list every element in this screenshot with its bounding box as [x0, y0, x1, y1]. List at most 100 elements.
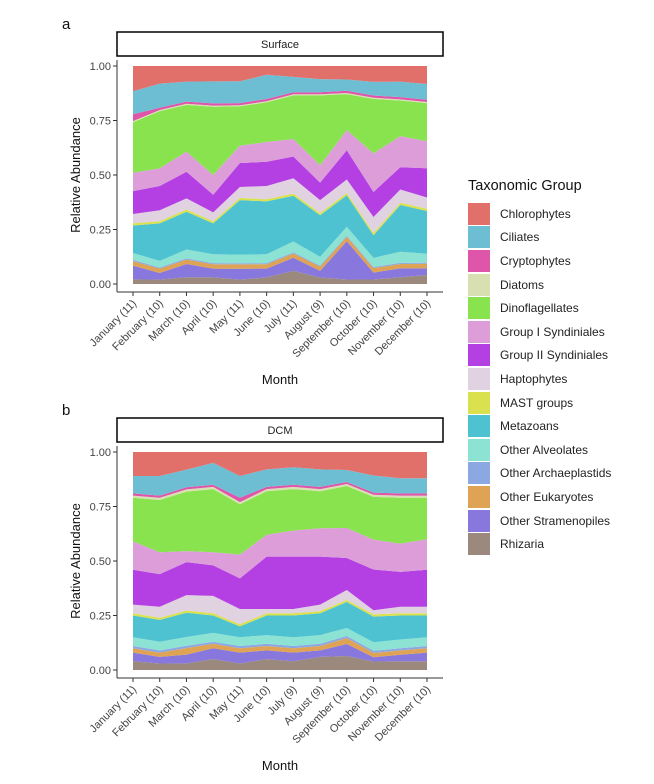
panel-b-area-other-eukaryotes [133, 638, 427, 658]
panel-b-area-metazoans [133, 602, 427, 643]
panel-a-y-tick-label: 1.00 [90, 61, 111, 73]
panel-a-y-tick-label: 0.75 [90, 116, 111, 128]
panel-b-y-tick-label: 0.00 [90, 665, 111, 677]
panel-b-area-haptophytes [133, 590, 427, 625]
legend-item: Group II Syndiniales [468, 344, 611, 368]
legend-item: Rhizaria [468, 532, 611, 556]
legend-label: Group I Syndiniales [500, 324, 605, 339]
panel-b-y-tick-label: 0.50 [90, 556, 111, 568]
panel-a-area-dinoflagellates [133, 94, 427, 175]
legend-swatch [468, 485, 490, 508]
legend-label: MAST groups [500, 395, 574, 410]
legend-item: Other Stramenopiles [468, 509, 611, 533]
legend-swatch [468, 320, 490, 343]
panel-b-y-tick-label: 0.75 [90, 502, 111, 514]
legend-item: Haptophytes [468, 367, 611, 391]
panel-b-area-chlorophytes [133, 452, 427, 479]
panel-a-y-tick-label: 0.50 [90, 170, 111, 182]
panel-a-area-other-stramenopiles [133, 241, 427, 280]
legend-label: Rhizaria [500, 537, 545, 552]
panel-a-area-ciliates [133, 74, 427, 115]
legend-label: Dinoflagellates [500, 301, 579, 316]
panel-a-strip-title: Surface [261, 39, 299, 51]
panel-b-area-rhizaria [133, 656, 427, 670]
panel-b-area-other-archaeplastids [133, 636, 427, 653]
panel-a-area-mast-groups [133, 193, 427, 236]
legend-swatch [468, 297, 490, 320]
panel-b-x-axis-label: Month [262, 758, 298, 773]
panel-a-strip [116, 31, 444, 57]
legend-label: Chlorophytes [500, 206, 571, 221]
legend-swatch [468, 509, 490, 532]
legend-item: Diatoms [468, 273, 611, 297]
panel-a-area-haptophytes [133, 178, 427, 233]
panel-b-area-group-i-syndiniales [133, 528, 427, 579]
legend-items: Chlorophytes Ciliates Cryptophytes Diatoms D… [468, 202, 611, 556]
legend-swatch [468, 344, 490, 367]
legend-item: MAST groups [468, 391, 611, 415]
legend-swatch [468, 367, 490, 390]
panel-a-area-group-ii-syndiniales [133, 150, 427, 217]
panel-a-y-axis-label: Relative Abundance [68, 117, 83, 233]
legend-label: Other Archaeplastids [500, 466, 612, 481]
legend-swatch [468, 415, 490, 438]
panel-a-x-axis-label: Month [262, 372, 298, 387]
legend-label: Ciliates [500, 230, 540, 245]
legend-label: Cryptophytes [500, 253, 571, 268]
legend-label: Haptophytes [500, 371, 568, 386]
legend-swatch [468, 273, 490, 296]
legend: Taxonomic Group Chlorophytes Ciliates Cryp… [468, 178, 611, 556]
panel-a-area-group-i-syndiniales [133, 130, 427, 195]
legend-swatch [468, 533, 490, 556]
panel-b-y-axis-label: Relative Abundance [68, 503, 83, 619]
panel-b-area-dinoflagellates [133, 486, 427, 555]
legend-label: Other Eukaryotes [500, 489, 594, 504]
legend-swatch [468, 391, 490, 414]
legend-item: Other Archaeplastids [468, 462, 611, 486]
panel-b-area-other-stramenopiles [133, 644, 427, 664]
panel-b-y-tick-label: 0.25 [90, 611, 111, 623]
panel-b-area-cryptophytes [133, 482, 427, 503]
legend-swatch [468, 249, 490, 272]
panel-a-label: a [62, 16, 71, 33]
legend-item: Other Eukaryotes [468, 485, 611, 509]
panel-a-area-other-archaeplastids [133, 235, 427, 269]
legend-item: Cryptophytes [468, 249, 611, 273]
panel-b-strip-title: DCM [267, 425, 292, 437]
panel-b-label: b [62, 402, 70, 419]
panel-b-area-mast-groups [133, 600, 427, 627]
legend-label: Metazoans [500, 419, 559, 434]
panel-b-area-group-ii-syndiniales [133, 556, 427, 611]
legend-swatch [468, 462, 490, 485]
panel-a-area-cryptophytes [133, 90, 427, 122]
legend-label: Diatoms [500, 277, 545, 292]
panel-a-area-chlorophytes [133, 66, 427, 92]
panel-a-area-rhizaria [133, 270, 427, 284]
panel-a-area-other-alveolates [133, 226, 427, 268]
legend-label: Other Alveolates [500, 442, 589, 457]
panel-b-y-tick-label: 1.00 [90, 447, 111, 459]
legend-label: Group II Syndiniales [500, 348, 609, 363]
legend-swatch [468, 202, 490, 225]
panel-a-y-tick-label: 0.00 [90, 279, 111, 291]
legend-item: Dinoflagellates [468, 296, 611, 320]
legend-item: Ciliates [468, 226, 611, 250]
panel-b-area-diatoms [133, 484, 427, 505]
panel-a-area-other-eukaryotes [133, 236, 427, 273]
panel-b-strip [116, 417, 444, 443]
panel-b-area-other-alveolates [133, 628, 427, 651]
legend-item: Other Alveolates [468, 438, 611, 462]
legend-label: Other Stramenopiles [500, 513, 611, 528]
legend-swatch [468, 438, 490, 461]
legend-title: Taxonomic Group [468, 178, 582, 194]
legend-item: Group I Syndiniales [468, 320, 611, 344]
legend-item: Chlorophytes [468, 202, 611, 226]
panel-a-area-metazoans [133, 195, 427, 261]
legend-swatch [468, 226, 490, 249]
panel-a-y-tick-label: 0.25 [90, 225, 111, 237]
legend-item: Metazoans [468, 414, 611, 438]
